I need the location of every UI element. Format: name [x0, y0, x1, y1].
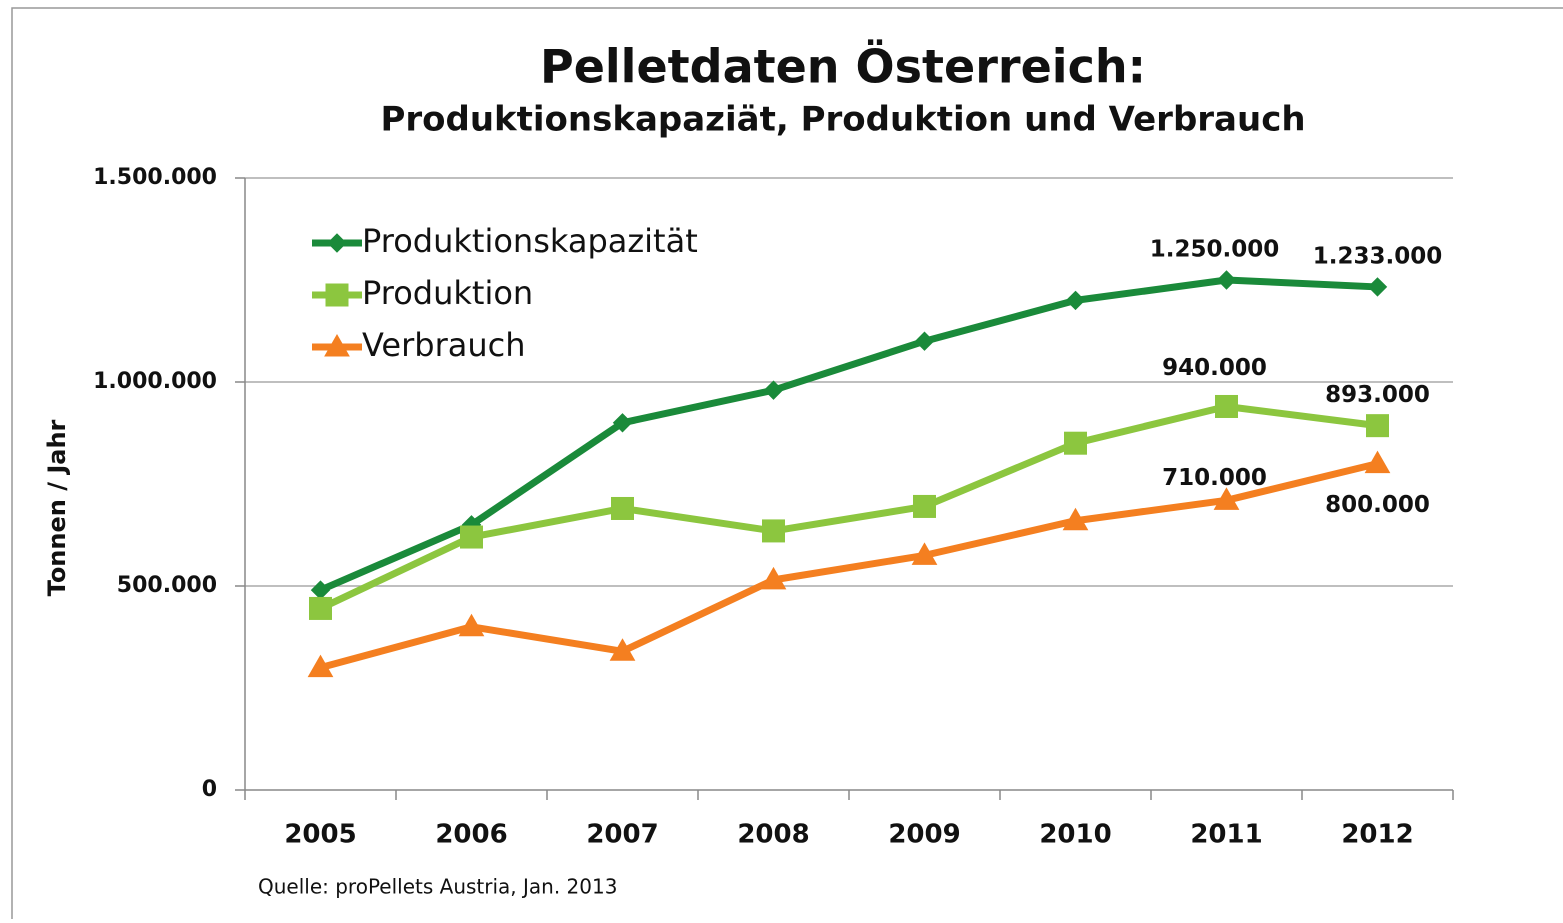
- series-line: [319, 460, 1379, 671]
- x-tick-label: 2010: [1039, 820, 1111, 850]
- y-tick-label: 0: [202, 777, 217, 802]
- y-tick-label: 1.500.000: [93, 165, 217, 190]
- data-label: 800.000: [1325, 492, 1430, 518]
- data-point: [913, 494, 936, 518]
- data-label: 1.233.000: [1313, 243, 1443, 269]
- y-tick-label: 500.000: [117, 573, 217, 598]
- x-tick-label: 2009: [888, 820, 960, 850]
- data-point: [1367, 277, 1388, 297]
- data-point: [1216, 270, 1237, 290]
- x-tick-label: 2012: [1341, 820, 1413, 850]
- legend-label: Produktion: [362, 274, 533, 312]
- legend-marker: [327, 233, 347, 253]
- series-line: [319, 276, 1378, 594]
- data-point: [612, 413, 633, 433]
- chart-subtitle: Produktionskapaziät, Produktion und Verb…: [380, 100, 1305, 140]
- chart-title: Pelletdaten Österreich:: [540, 40, 1146, 94]
- data-point: [611, 496, 634, 520]
- frame: [11, 7, 1563, 923]
- x-tick-label: 2011: [1190, 820, 1262, 850]
- data-point: [762, 519, 785, 543]
- data-point: [760, 566, 787, 590]
- data-point: [460, 525, 483, 549]
- data-point: [1062, 507, 1089, 531]
- data-point: [914, 331, 935, 351]
- data-label: 710.000: [1162, 465, 1267, 491]
- source-note: Quelle: proPellets Austria, Jan. 2013: [258, 875, 617, 899]
- data-point: [1366, 414, 1389, 438]
- data-point: [763, 380, 784, 400]
- data-point: [609, 638, 636, 661]
- data-point: [309, 596, 332, 620]
- data-label: 893.000: [1325, 382, 1430, 408]
- x-tick-label: 2007: [586, 820, 658, 850]
- data-point: [1064, 431, 1087, 455]
- legend-label: Produktionskapazität: [362, 222, 698, 260]
- legend-label: Verbrauch: [362, 326, 525, 364]
- data-point: [1364, 450, 1391, 474]
- legend-marker: [324, 333, 350, 357]
- data-point: [911, 542, 938, 565]
- data-label: 1.250.000: [1150, 237, 1280, 263]
- x-tick-label: 2008: [737, 820, 809, 850]
- legend-marker: [325, 283, 349, 307]
- y-tick-label: 1.000.000: [93, 369, 217, 394]
- data-point: [458, 613, 485, 637]
- data-point: [1065, 290, 1086, 311]
- x-tick-label: 2006: [435, 820, 507, 850]
- series-line: [319, 402, 1378, 612]
- data-point: [307, 654, 334, 678]
- data-point: [1215, 394, 1238, 418]
- y-axis-label: Tonnen / Jahr: [43, 419, 71, 596]
- data-label: 940.000: [1162, 355, 1267, 381]
- data-point: [1213, 487, 1240, 510]
- x-tick-label: 2005: [284, 820, 356, 850]
